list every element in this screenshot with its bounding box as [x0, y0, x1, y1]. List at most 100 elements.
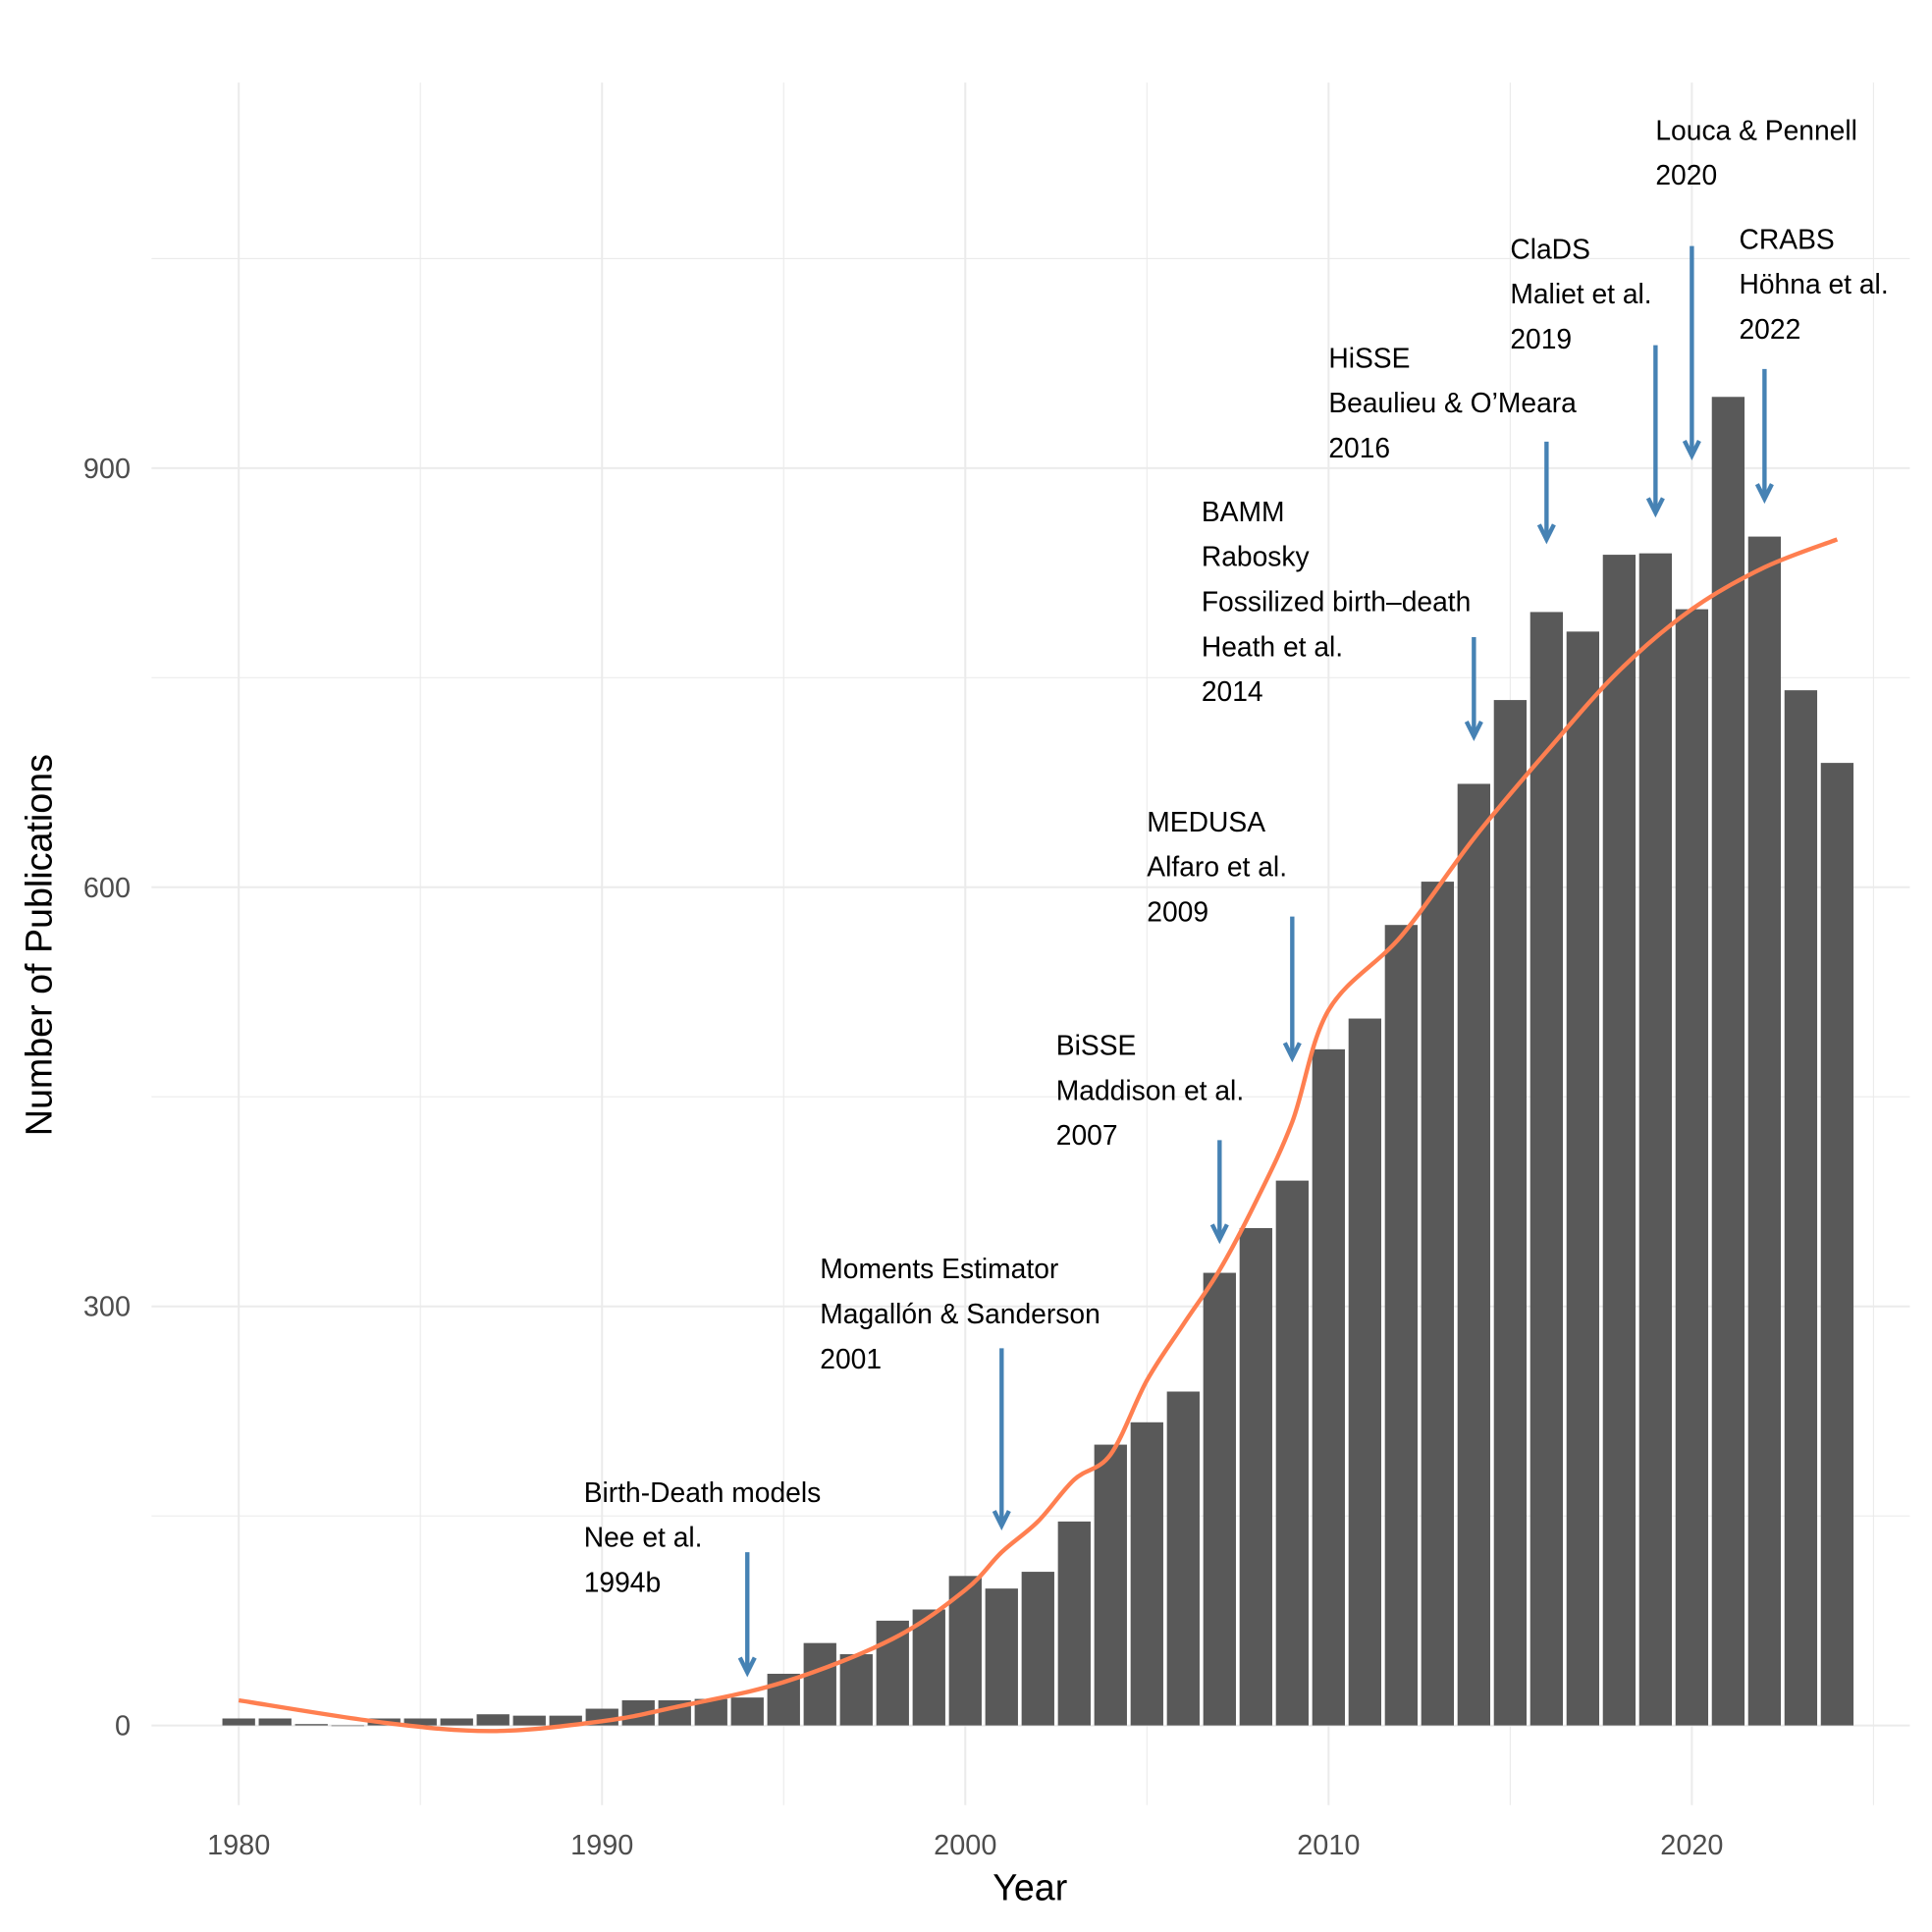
bar: [1747, 536, 1782, 1726]
bar: [1784, 690, 1818, 1726]
bar: [1384, 925, 1418, 1726]
y-tick-label: 600: [83, 873, 131, 904]
annotation-text: Fossilized birth–death: [1202, 586, 1472, 617]
annotation-text: 1994b: [584, 1567, 661, 1598]
annotation-text: Höhna et al.: [1739, 268, 1888, 299]
annotation-text: 2009: [1147, 895, 1208, 927]
bar: [222, 1718, 255, 1726]
annotation-text: 2019: [1510, 323, 1572, 354]
bar: [1203, 1272, 1236, 1726]
annotation-text: Alfaro et al.: [1147, 851, 1287, 883]
annotation-text: Maddison et al.: [1056, 1074, 1244, 1105]
bar: [403, 1718, 437, 1726]
bar: [1421, 882, 1454, 1726]
bar: [803, 1642, 836, 1726]
arrow-head-icon: [1682, 440, 1701, 460]
bars: [222, 397, 1854, 1727]
arrow-head-icon: [1282, 1042, 1302, 1063]
annotation-text: 2020: [1655, 159, 1717, 190]
bar: [730, 1697, 764, 1726]
arrow-head-icon: [1536, 523, 1556, 545]
annotation: BAMM Rabosky Fossilized birth–death Heath e…: [1202, 496, 1483, 741]
x-tick-label: 2000: [934, 1830, 996, 1861]
bar: [1094, 1444, 1127, 1726]
annotation: Louca & Pennell 2020: [1655, 114, 1857, 460]
bar: [1711, 397, 1745, 1726]
annotation-text: 2001: [820, 1343, 882, 1374]
annotation-text: Louca & Pennell: [1655, 114, 1857, 145]
annotation-text: Maliet et al.: [1510, 278, 1651, 309]
annotation-text: HiSSE: [1328, 342, 1410, 373]
annotation-text: 2016: [1328, 432, 1390, 463]
annotation-text: 2007: [1056, 1119, 1118, 1151]
bar: [912, 1609, 945, 1726]
annotation-text: ClaDS: [1510, 233, 1590, 264]
annotation-text: Moments Estimator: [820, 1253, 1058, 1284]
tick-labels: 1980 1990 2000 2010 2020 0 300 600 900: [83, 454, 1724, 1861]
bar: [476, 1714, 510, 1726]
x-tick-label: 2010: [1297, 1830, 1360, 1861]
annotation-text: Magallón & Sanderson: [820, 1298, 1100, 1329]
annotation-text: Rabosky: [1202, 541, 1311, 572]
bar: [1239, 1228, 1272, 1726]
x-tick-label: 2020: [1660, 1830, 1723, 1861]
bar: [1312, 1048, 1345, 1726]
annotation-text: CRABS: [1739, 223, 1834, 254]
annotation-text: MEDUSA: [1147, 806, 1265, 837]
bar: [1166, 1391, 1200, 1726]
x-axis-title: Year: [993, 1866, 1067, 1907]
annotation-text: Heath et al.: [1202, 630, 1343, 662]
annotation-text: Beaulieu & O’Meara: [1328, 387, 1577, 418]
y-tick-label: 900: [83, 454, 131, 485]
annotations: Birth-Death models Nee et al. 1994b Moments…: [584, 114, 1889, 1678]
annotation-text: Nee et al.: [584, 1522, 703, 1553]
x-tick-label: 1990: [570, 1830, 633, 1861]
bar: [1493, 700, 1528, 1726]
bar: [1675, 609, 1709, 1726]
bar: [331, 1725, 364, 1727]
arrow-head-icon: [1464, 721, 1483, 741]
bar: [1275, 1180, 1309, 1726]
bar: [1021, 1572, 1054, 1726]
y-tick-label: 300: [83, 1292, 131, 1323]
bar: [1820, 763, 1854, 1726]
arrow-head-icon: [992, 1510, 1011, 1531]
y-axis-title: Number of Publications: [19, 754, 60, 1136]
bar: [512, 1715, 546, 1726]
bar: [1602, 555, 1637, 1726]
annotation: Birth-Death models Nee et al. 1994b: [584, 1476, 822, 1678]
annotation: BiSSE Maddison et al. 2007: [1056, 1030, 1244, 1245]
annotation-text: BAMM: [1202, 496, 1285, 527]
arrow-head-icon: [1754, 483, 1774, 505]
bar: [1348, 1018, 1381, 1726]
annotation-text: BiSSE: [1056, 1030, 1137, 1061]
bar: [1130, 1422, 1163, 1726]
annotation-text: 2022: [1739, 313, 1800, 345]
bar: [1457, 783, 1491, 1726]
annotation-text: 2014: [1202, 675, 1263, 707]
annotation: ClaDS Maliet et al. 2019: [1510, 233, 1665, 518]
bar: [440, 1718, 473, 1726]
annotation: MEDUSA Alfaro et al. 2009: [1147, 806, 1302, 1063]
arrow-head-icon: [737, 1656, 757, 1678]
bar: [295, 1724, 328, 1726]
annotation: CRABS Höhna et al. 2022: [1739, 223, 1889, 505]
bar: [258, 1718, 292, 1726]
bar: [876, 1620, 909, 1726]
bar: [1530, 612, 1564, 1726]
bar: [1057, 1521, 1091, 1726]
trend-line: [238, 537, 1839, 1734]
bar: [1566, 631, 1600, 1726]
annotation-text: Birth-Death models: [584, 1476, 822, 1508]
bar: [549, 1715, 582, 1726]
bar: [985, 1588, 1018, 1726]
annotation: HiSSE Beaulieu & O’Meara 2016: [1328, 342, 1577, 545]
y-tick-label: 0: [115, 1711, 131, 1743]
arrow-head-icon: [1645, 497, 1665, 518]
bar: [1638, 553, 1673, 1726]
bar: [839, 1654, 873, 1726]
arrow-head-icon: [1209, 1223, 1229, 1245]
x-tick-label: 1980: [207, 1830, 270, 1861]
annotation: Moments Estimator Magallón & Sanderson 200…: [820, 1253, 1100, 1531]
